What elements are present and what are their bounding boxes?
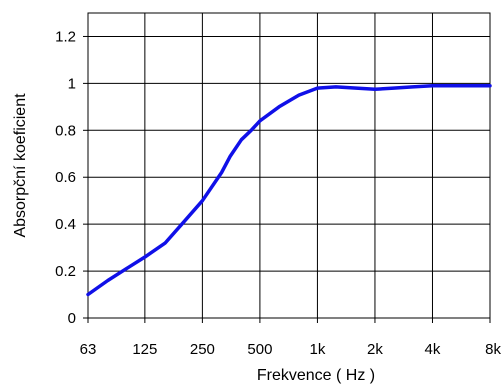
x-tick-label: 2k	[367, 341, 383, 358]
y-axis-label: Absorpční koeficient	[12, 93, 29, 238]
x-tick-label: 1k	[310, 341, 326, 358]
series-line	[86, 83, 492, 297]
y-tick-label: 0.6	[55, 169, 76, 186]
y-tick-label: 1	[68, 75, 76, 92]
x-axis-label: Frekvence ( Hz )	[257, 367, 375, 384]
vertical-gridlines	[144, 13, 433, 318]
y-tick-label: 0	[68, 310, 76, 327]
x-tick-label: 250	[190, 341, 215, 358]
x-tick-labels: 63 125 250 500 1k 2k 4k 8k	[80, 318, 501, 358]
x-tick-label: 4k	[425, 341, 441, 358]
x-tick-label: 63	[80, 341, 97, 358]
x-tick-label: 125	[132, 341, 157, 358]
x-tick-label: 500	[247, 341, 272, 358]
horizontal-gridlines	[88, 35, 490, 272]
plot-area-frame	[87, 12, 491, 319]
series-layer	[86, 83, 492, 297]
y-tick-label: 1.2	[55, 28, 76, 45]
x-tick-label: 8k	[485, 341, 501, 358]
y-tick-label: 0.8	[55, 122, 76, 139]
y-tick-label: 0.2	[55, 263, 76, 280]
y-tick-label: 0.4	[55, 216, 76, 233]
y-tick-labels: 0 0.2 0.4 0.6 0.8 1 1.2	[55, 28, 88, 327]
